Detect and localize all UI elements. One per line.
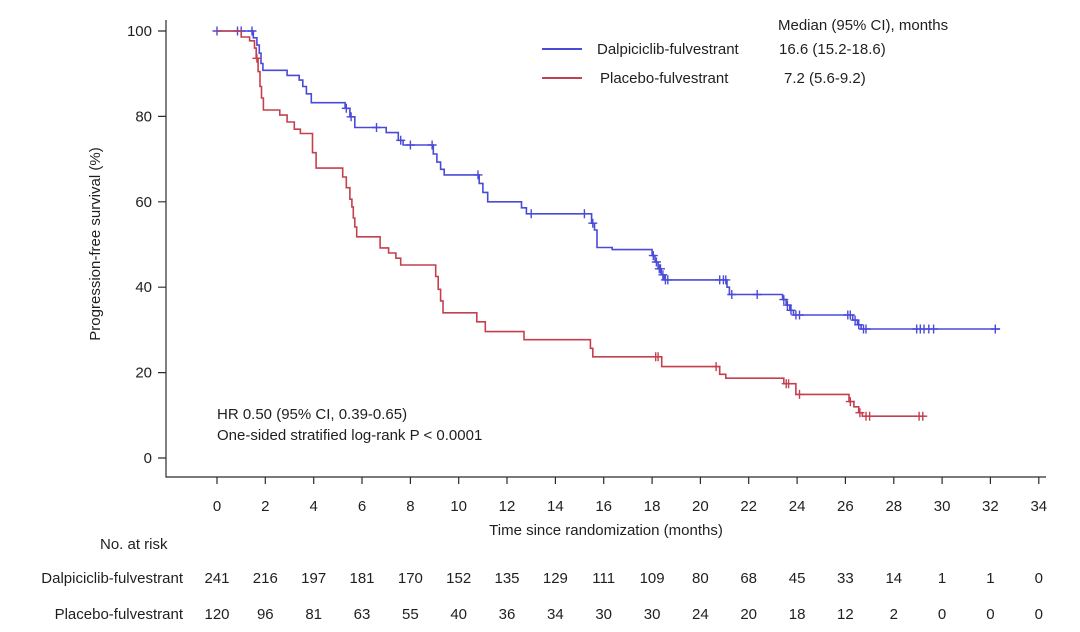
svg-text:8: 8 (406, 498, 414, 515)
risk-count: 81 (305, 606, 323, 623)
legend-label-placebo: Placebo-fulvestrant (600, 70, 729, 87)
svg-text:32: 32 (982, 498, 999, 515)
risk-count: 68 (740, 570, 758, 587)
svg-text:0: 0 (144, 450, 152, 467)
y-tick-labels: 0 20 40 60 80 100 (127, 23, 152, 467)
svg-text:26: 26 (837, 498, 854, 515)
risk-count: 197 (301, 570, 327, 587)
risk-count: 0 (1034, 570, 1043, 587)
x-tick-labels: 0 2 4 6 8 10 12 14 16 18 20 22 24 26 28 30 32 34 (213, 498, 1047, 515)
risk-count: 34 (547, 606, 564, 623)
risk-count: 80 (692, 570, 709, 587)
svg-text:16: 16 (595, 498, 612, 515)
risk-count: 152 (446, 570, 472, 587)
risk-count: 181 (349, 570, 375, 587)
risk-count: 1 (986, 570, 995, 587)
risk-count: 2 (889, 606, 898, 623)
risk-count: 111 (592, 570, 616, 587)
risk-count: 30 (643, 606, 661, 623)
svg-text:30: 30 (934, 498, 951, 515)
censor-marks-placebo-fulvestrant (252, 53, 928, 421)
risk-count: 36 (498, 606, 516, 623)
risk-count: 135 (494, 570, 520, 587)
svg-text:20: 20 (692, 498, 709, 515)
svg-text:34: 34 (1030, 498, 1047, 515)
svg-text:12: 12 (499, 498, 516, 515)
legend-line-placebo (542, 77, 582, 79)
risk-count: 241 (204, 570, 230, 587)
svg-text:22: 22 (740, 498, 757, 515)
svg-text:10: 10 (450, 498, 467, 515)
svg-text:24: 24 (789, 498, 806, 515)
hr-annotation: HR 0.50 (95% CI, 0.39-0.65) (217, 406, 408, 423)
svg-text:6: 6 (358, 498, 366, 515)
risk-row-label: Dalpiciclib-fulvestrant (41, 570, 183, 587)
legend-header: Median (95% CI), months (778, 17, 949, 34)
risk-count: 55 (402, 606, 419, 623)
legend-label-dalpiciclib: Dalpiciclib-fulvestrant (597, 41, 739, 58)
risk-count: 96 (256, 606, 274, 623)
risk-count: 24 (692, 606, 709, 623)
svg-text:4: 4 (310, 498, 318, 515)
risk-count: 14 (885, 570, 903, 587)
risk-count: 20 (740, 606, 758, 623)
legend-median-placebo: 7.2 (5.6-9.2) (784, 70, 866, 87)
x-axis-title: Time since randomization (months) (489, 522, 723, 539)
risk-count: 109 (639, 570, 665, 587)
risk-table-row-dalpiciclib: Dalpiciclib-fulvestrant 241 216 197 181 170 15… (0, 570, 1080, 587)
svg-text:20: 20 (135, 365, 152, 382)
axis-ticks (158, 30, 1040, 484)
risk-row-label: Placebo-fulvestrant (54, 606, 183, 623)
risk-count: 129 (542, 570, 568, 587)
risk-count: 63 (353, 606, 371, 623)
risk-count: 0 (1034, 606, 1043, 623)
risk-count: 40 (450, 606, 468, 623)
svg-text:40: 40 (135, 279, 152, 296)
svg-text:0: 0 (213, 498, 221, 515)
axes (158, 20, 1046, 484)
risk-count: 0 (937, 606, 947, 623)
risk-count: 33 (837, 570, 854, 587)
svg-text:60: 60 (135, 194, 152, 211)
risk-count: 0 (986, 606, 995, 623)
risk-count: 18 (788, 606, 806, 623)
legend-median-dalpiciclib: 16.6 (15.2-18.6) (779, 41, 886, 58)
svg-text:100: 100 (127, 23, 152, 40)
svg-text:14: 14 (547, 498, 564, 515)
legend-line-dalpiciclib (542, 48, 582, 50)
survival-curve-placebo-fulvestrant (217, 30, 926, 417)
risk-table-title: No. at risk (100, 536, 168, 553)
risk-count: 30 (595, 606, 613, 623)
risk-count: 216 (252, 570, 278, 587)
svg-text:2: 2 (261, 498, 269, 515)
svg-text:80: 80 (135, 108, 152, 125)
risk-table-row-placebo: Placebo-fulvestrant 120 96 81 63 55 40 36 34 30 30… (0, 606, 1080, 623)
pvalue-annotation: One-sided stratified log-rank P < 0.0001 (217, 427, 483, 444)
risk-count: 45 (788, 570, 806, 587)
risk-count: 12 (837, 606, 854, 623)
svg-text:28: 28 (885, 498, 902, 515)
risk-count: 170 (397, 570, 423, 587)
svg-text:18: 18 (644, 498, 661, 515)
risk-count: 1 (937, 570, 947, 587)
risk-count: 120 (204, 606, 230, 623)
y-axis-title: Progression-free survival (%) (87, 147, 104, 341)
